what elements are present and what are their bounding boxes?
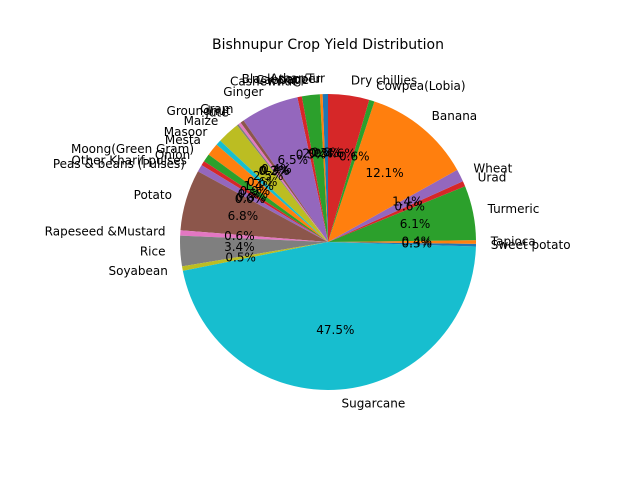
slice-percent-cashewnut: 0.5%: [296, 147, 327, 161]
slice-label-cowpea-lobia: Cowpea(Lobia): [376, 79, 465, 93]
slice-percent-cabbage: 2.0%: [302, 146, 333, 160]
slice-label-rice: Rice: [140, 244, 166, 258]
slice-turmeric: [328, 186, 476, 242]
slice-urad: [328, 181, 466, 242]
slice-percent-masoor: 0.6%: [247, 175, 278, 189]
slice-soyabean: [182, 242, 328, 271]
chart-title: Bishnupur Crop Yield Distribution: [212, 37, 444, 53]
slice-percent-black-pepper: 0.3%: [309, 146, 340, 160]
slice-percent-maize: 2.5%: [253, 169, 284, 183]
slice-label-sugarcane: Sugarcane: [341, 397, 405, 411]
slice-maize: [220, 125, 328, 242]
slice-label-maize: Maize: [184, 114, 219, 128]
slice-moong-green-gram: [203, 154, 328, 242]
pie-slices: [180, 94, 477, 391]
slice-masoor: [216, 140, 328, 242]
slice-percent-tapioca: 0.4%: [402, 235, 433, 249]
slice-label-cashewnut: Cashewnut: [230, 75, 297, 89]
slice-percent-soyabean: 0.5%: [225, 250, 256, 264]
slice-label-peas-beans-pulses: Peas & beans (Pulses): [53, 157, 185, 171]
slice-label-soyabean: Soyabean: [108, 264, 167, 278]
percent-labels: 0.6%0.3%2.0%0.5%6.5%0.4%0.3%0.2%2.5%0.6%…: [224, 146, 432, 337]
slice-sweet-potato: [328, 242, 476, 247]
slice-percent-moong-green-gram: 0.9%: [240, 184, 271, 198]
slice-cabbage: [301, 94, 328, 242]
slice-percent-dry-chillies: 4.6%: [325, 147, 356, 161]
slice-rice: [180, 235, 328, 267]
slice-wheat: [328, 169, 463, 242]
slice-label-mesta: Mesta: [165, 133, 201, 147]
slice-cowpea-lobia: [328, 99, 375, 242]
slice-sugarcane: [182, 242, 476, 391]
slice-arhar-tur: [322, 94, 328, 242]
slice-rapeseed-mustard: [180, 230, 328, 242]
slice-percent-potato: 6.8%: [228, 209, 259, 223]
slice-percent-turmeric: 6.1%: [400, 217, 431, 231]
slice-label-tapioca: Tapioca: [490, 235, 536, 249]
slice-percent-rapeseed-mustard: 0.6%: [224, 229, 255, 243]
slice-label-masoor: Masoor: [164, 125, 208, 139]
slice-banana: [328, 101, 458, 243]
slice-percent-urad: 0.6%: [394, 200, 425, 214]
slice-label-turmeric: Turmeric: [487, 202, 540, 216]
slice-label-sweet-potato: Sweet potato: [491, 238, 571, 252]
slice-percent-arhar-tur: 0.6%: [311, 146, 342, 160]
slice-label-ginger: Ginger: [223, 85, 263, 99]
slice-label-gram: Gram: [200, 102, 233, 116]
slice-black-pepper: [319, 94, 328, 243]
slice-label-dry-chillies: Dry chillies: [351, 73, 417, 87]
slice-percent-sugarcane: 47.5%: [316, 323, 354, 337]
slice-percent-sweet-potato: 0.3%: [402, 236, 433, 250]
slice-percent-cowpea-lobia: 0.6%: [339, 150, 370, 164]
slice-label-other-kharif-pulses: Other Kharif pulses: [71, 153, 186, 167]
slice-percent-rice: 3.4%: [224, 240, 255, 254]
slice-other-kharif-pulses: [197, 165, 328, 242]
slice-percent-wheat: 1.4%: [392, 195, 423, 209]
slice-label-urad: Urad: [478, 170, 507, 184]
slice-potato: [180, 171, 328, 242]
slice-percent-jute: 0.2%: [259, 164, 290, 178]
slice-percent-mesta: 1.4%: [243, 179, 274, 193]
slice-tapioca: [328, 240, 477, 244]
slice-label-jute: Jute: [204, 106, 228, 120]
slice-label-wheat: Wheat: [473, 161, 512, 175]
slice-percent-other-kharif-pulses: 0.8%: [236, 190, 267, 204]
slice-label-groundnut: Groundnut: [167, 104, 231, 118]
slice-groundnut: [238, 122, 328, 242]
slice-label-cabbage: Cabbage: [256, 73, 309, 87]
slice-mesta: [208, 144, 328, 242]
slice-label-moong-green-gram: Moong(Green Gram): [71, 142, 194, 156]
slice-percent-groundnut: 0.3%: [260, 163, 291, 177]
slice-percent-gram: 0.4%: [261, 162, 292, 176]
slice-label-arhar-tur: Arhar/Tur: [270, 72, 325, 86]
slice-label-potato: Potato: [134, 188, 172, 202]
slice-label-rapeseed-mustard: Rapeseed &Mustard: [45, 225, 166, 239]
slice-percent-ginger: 6.5%: [278, 153, 309, 167]
slice-label-onion: Onion: [155, 148, 190, 162]
slice-dry-chillies: [328, 94, 370, 242]
slice-label-banana: Banana: [432, 109, 478, 123]
slice-percent-onion: 0.5%: [238, 187, 269, 201]
slice-cashewnut: [297, 96, 328, 242]
slice-jute: [236, 124, 328, 242]
slice-onion: [201, 161, 328, 242]
slice-gram: [240, 120, 328, 242]
slice-ginger: [243, 97, 328, 242]
slice-percent-peas-beans-pulses: 0.0%: [235, 192, 266, 206]
slice-label-black-pepper: Black pepper: [242, 72, 321, 86]
slice-percent-banana: 12.1%: [365, 166, 403, 180]
